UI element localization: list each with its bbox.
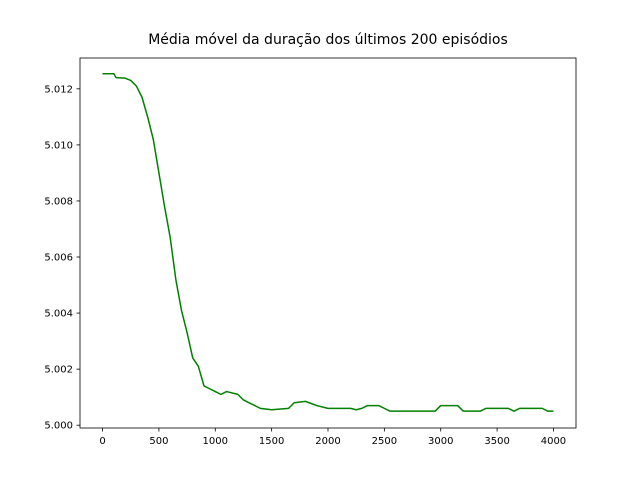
y-tick-label: 5.002 <box>44 365 73 376</box>
x-tick-label: 3000 <box>428 436 453 447</box>
y-tick-label: 5.004 <box>44 309 73 320</box>
x-tick-label: 1000 <box>203 436 228 447</box>
y-tick-label: 5.008 <box>44 196 73 207</box>
y-tick-label: 5.000 <box>44 421 73 432</box>
x-tick-label: 2500 <box>372 436 397 447</box>
x-tick-label: 3500 <box>484 436 509 447</box>
plot-frame <box>79 57 577 429</box>
x-tick-label: 2000 <box>315 436 340 447</box>
line <box>102 72 554 412</box>
x-tick-label: 1500 <box>259 436 284 447</box>
x-tick-label: 500 <box>149 436 168 447</box>
y-tick-label: 5.010 <box>44 140 73 151</box>
y-tick-label: 5.006 <box>44 253 73 264</box>
x-tick-label: 4000 <box>541 436 566 447</box>
x-tick-label: 0 <box>99 436 105 447</box>
y-tick-label: 5.012 <box>44 84 73 95</box>
chart-title: Média móvel da duração dos últimos 200 e… <box>148 32 508 48</box>
